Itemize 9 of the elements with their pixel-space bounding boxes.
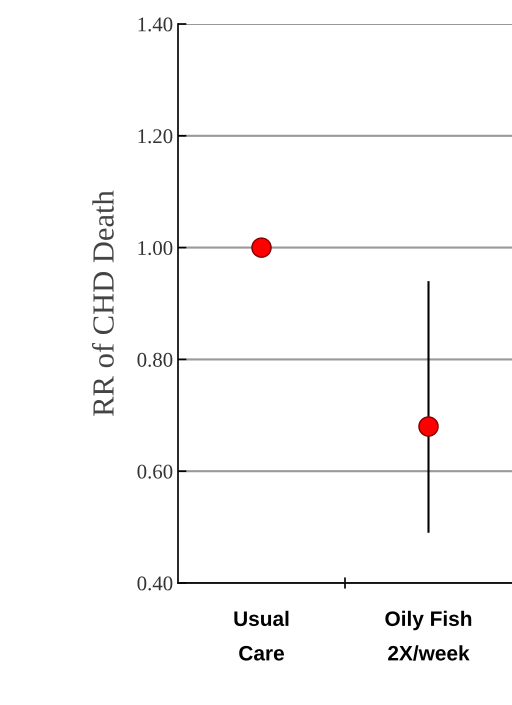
y-tick-label: 0.40	[137, 576, 172, 591]
y-tick-label: 1.00	[138, 240, 172, 256]
y-tick-label: 1.20	[138, 129, 172, 144]
y-tick-label: 0.80	[137, 352, 172, 367]
x-tick-label: Oily Fish 2X/week	[385, 610, 472, 661]
y-tick-label: 0.60	[137, 464, 172, 479]
x-tick-label: Usual Care	[234, 610, 288, 661]
y-tick-label: 1.40	[138, 17, 172, 32]
y-axis-title: RR of CHD Death	[92, 190, 114, 416]
